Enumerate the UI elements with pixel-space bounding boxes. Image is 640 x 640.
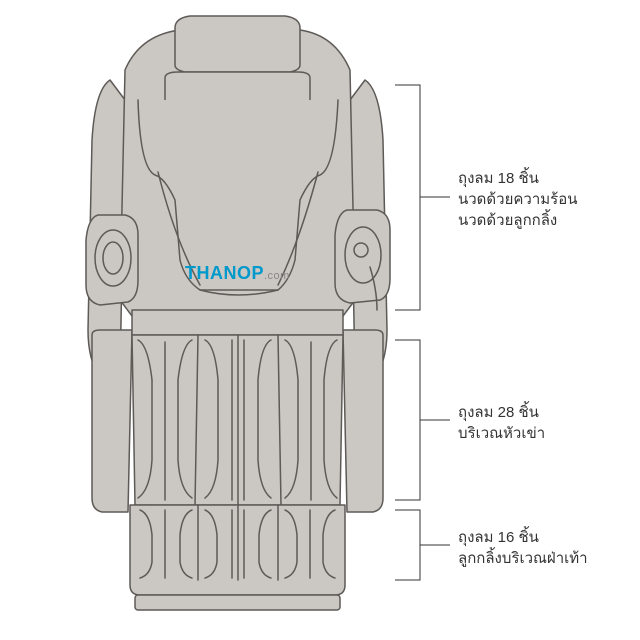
logo-main-text: THANOP: [185, 263, 264, 283]
label-upper-line3: นวดด้วยลูกกลิ้ง: [458, 210, 577, 231]
label-middle-line1: ถุงลม 28 ชิ้น: [458, 402, 545, 423]
logo-sub-text: .com: [264, 270, 290, 282]
label-upper-line1: ถุงลม 18 ชิ้น: [458, 168, 577, 189]
label-upper: ถุงลม 18 ชิ้น นวดด้วยความร้อน นวดด้วยลูก…: [458, 168, 577, 231]
label-lower-line1: ถุงลม 16 ชิ้น: [458, 527, 588, 548]
label-middle-line2: บริเวณหัวเข่า: [458, 423, 545, 444]
label-middle: ถุงลม 28 ชิ้น บริเวณหัวเข่า: [458, 402, 545, 444]
label-lower: ถุงลม 16 ชิ้น ลูกกลิ้งบริเวณฝ่าเท้า: [458, 527, 588, 569]
label-upper-line2: นวดด้วยความร้อน: [458, 189, 577, 210]
label-lower-line2: ลูกกลิ้งบริเวณฝ่าเท้า: [458, 548, 588, 569]
brand-logo: THANOP.com: [185, 263, 290, 284]
bracket-lines: [395, 85, 450, 580]
